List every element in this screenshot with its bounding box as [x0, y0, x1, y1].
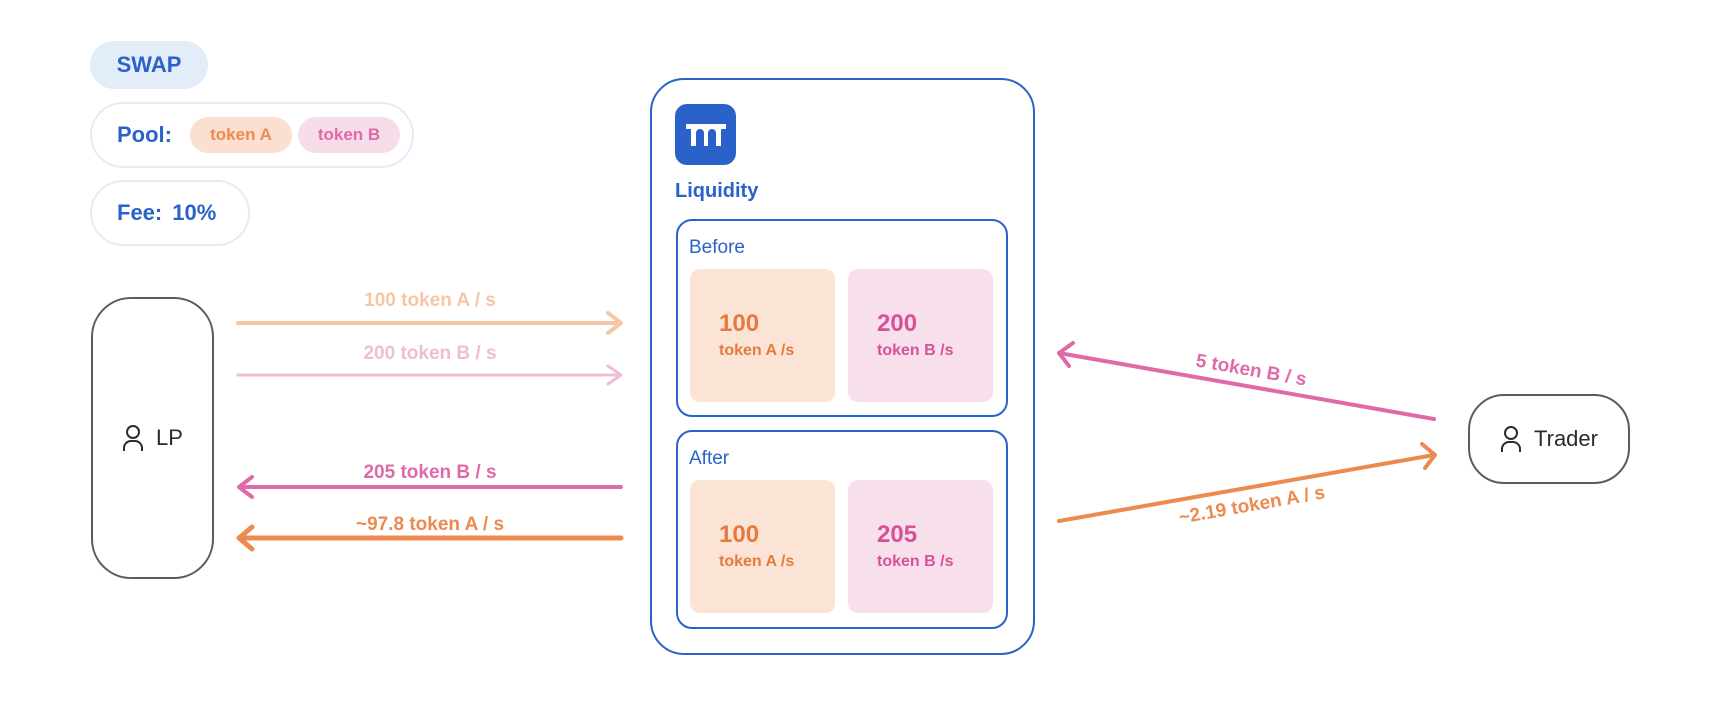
fee-label: Fee:: [117, 200, 163, 225]
before-token-b-unit: token B /s: [877, 341, 954, 359]
after-token-b-unit: token B /s: [877, 552, 954, 570]
lp-in-token-b-label: 200 token B / s: [363, 343, 497, 364]
lp-actor: LP: [91, 297, 214, 579]
before-token-a-unit: token A /s: [719, 341, 795, 359]
lp-out-token-b-label: 205 token B / s: [363, 462, 497, 483]
person-icon: [122, 424, 144, 452]
lp-out-token-a-arrow: [236, 524, 624, 552]
before-token-b-tile: 200 token B /s: [848, 269, 993, 402]
swap-label: SWAP: [116, 52, 182, 77]
trader-actor: Trader: [1468, 394, 1630, 484]
after-token-a-tile: 100 token A /s: [690, 480, 835, 613]
liquidity-title: Liquidity: [675, 180, 759, 202]
liquidity-container: [650, 78, 1035, 655]
after-token-a-value: 100: [719, 520, 760, 548]
lp-label: LP: [156, 425, 183, 450]
fee-info: Fee: 10%: [90, 180, 250, 246]
before-token-a-value: 100: [719, 309, 760, 337]
person-icon: [1500, 425, 1522, 453]
lp-in-token-a-arrow: [236, 311, 623, 335]
lp-in-token-a-label: 100 token A / s: [364, 290, 496, 311]
before-token-b-value: 200: [877, 309, 918, 337]
trader-out-token-a-arrow: [1057, 442, 1437, 523]
fee-value: 10%: [172, 200, 217, 225]
before-label: Before: [689, 237, 745, 258]
lp-out-token-b-arrow: [237, 475, 623, 499]
token-b-chip: token B: [298, 117, 400, 153]
lp-in-token-b-arrow: [236, 364, 623, 386]
before-token-a-tile: 100 token A /s: [690, 269, 835, 402]
after-token-b-tile: 205 token B /s: [848, 480, 993, 613]
before-state: [676, 219, 1008, 417]
swap-badge: SWAP: [90, 41, 208, 89]
lp-out-token-a-label: ~97.8 token A / s: [355, 514, 505, 535]
after-state: [676, 430, 1008, 629]
after-token-b-value: 205: [877, 520, 918, 548]
after-token-a-unit: token A /s: [719, 552, 795, 570]
after-label: After: [689, 448, 730, 469]
pool-info: Pool: token A token B: [90, 102, 414, 168]
trader-in-token-b-arrow: [1057, 341, 1436, 421]
token-a-chip: token A: [190, 117, 292, 153]
trader-label: Trader: [1534, 426, 1598, 451]
pool-label: Pool:: [117, 122, 172, 147]
bridge-logo-icon: [675, 104, 736, 165]
